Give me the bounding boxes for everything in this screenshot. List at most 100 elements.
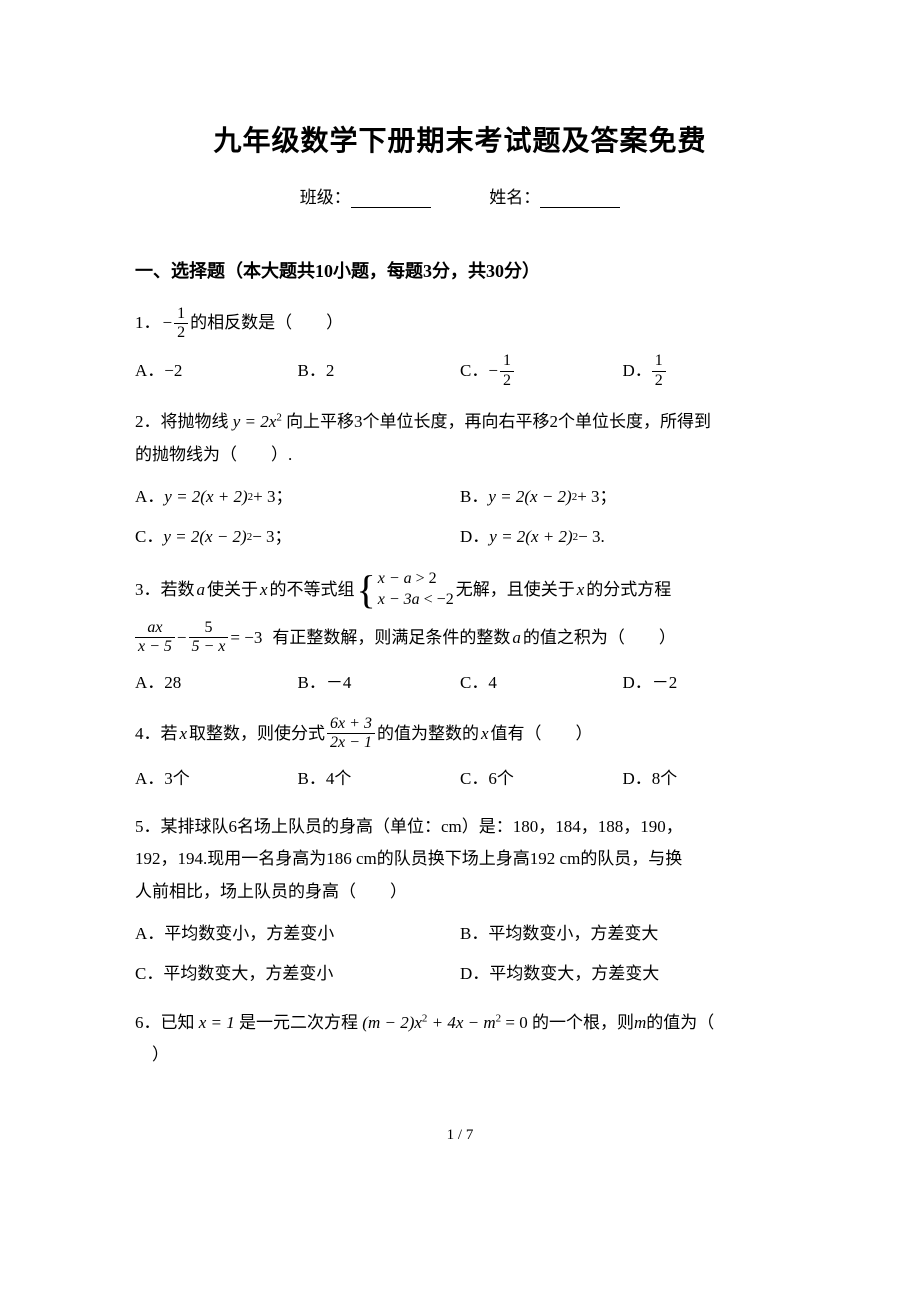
q1-C-label: C． xyxy=(460,355,488,387)
q5-d: .现用一名身高为 xyxy=(203,849,326,868)
section-1-heading: 一、选择题（本大题共10小题，每题3分，共30分） xyxy=(135,254,785,288)
q4-d: 值有（ ） xyxy=(491,718,593,750)
brace-icon: { xyxy=(357,570,376,610)
q3-e: 的分式方程 xyxy=(586,574,671,606)
q4-C: C．6个 xyxy=(460,763,623,795)
q2-line2: 的抛物线为（ ）. xyxy=(135,439,785,471)
q6-m: m xyxy=(634,1013,646,1032)
q5-six: 6 xyxy=(229,817,238,836)
q3-g: 的值之积为（ ） xyxy=(523,622,676,654)
q3-b1l: x − a xyxy=(378,570,412,587)
q2-b: 向上平移3个单位长度，再向右平移2个单位长度，所得到 xyxy=(286,412,711,431)
q5-v5: 192 xyxy=(135,849,161,868)
q1-C-neg: − xyxy=(488,355,498,387)
q5-b: 名场上队员的身高（单位： xyxy=(237,817,441,836)
q3-b2o: < −2 xyxy=(420,591,454,608)
q5-c: ）是： xyxy=(462,817,513,836)
q5-g: 人前相比，场上队员的身高（ ） xyxy=(135,876,785,908)
q1-num: 1 xyxy=(174,305,188,324)
q5-options-row1: A．平均数变小，方差变小 B．平均数变小，方差变大 xyxy=(135,918,785,950)
q5-c5: ， xyxy=(161,849,178,868)
q1-text: 的相反数是（ ） xyxy=(190,307,343,339)
q6-e2a: (m − 2)x xyxy=(362,1013,422,1032)
q3-A: A．28 xyxy=(135,667,298,699)
q3-d: 无解，且使关于 xyxy=(456,574,575,606)
question-5: 5．某排球队6名场上队员的身高（单位：cm）是：180，184，188，190，… xyxy=(135,811,785,908)
q2-B-label: B． xyxy=(460,481,488,513)
q4-A: A．3个 xyxy=(135,763,298,795)
q3-options: A．28 B．－4 C．4 D．－2 xyxy=(135,667,785,699)
q3-b1o: > 2 xyxy=(412,570,437,587)
q5-v4: 190 xyxy=(640,817,666,836)
q5-c2: ， xyxy=(581,817,598,836)
q6-a: 6．已知 xyxy=(135,1013,195,1032)
page-title: 九年级数学下册期末考试题及答案免费 xyxy=(135,115,785,168)
q2-D-tail: − 3 xyxy=(578,521,600,553)
q3-eq: = −3 xyxy=(230,622,262,654)
question-1: 1． − 1 2 的相反数是（ ） xyxy=(135,305,785,343)
q5-f: 的队员，与换 xyxy=(580,849,682,868)
q5-h1: 186 cm xyxy=(326,849,377,868)
q1-prefix: 1． xyxy=(135,307,161,339)
q3-f1d: x − 5 xyxy=(135,638,175,656)
q3-f1n: ax xyxy=(135,619,175,638)
q2-sq: 2 xyxy=(276,412,282,424)
q5-v3: 188 xyxy=(598,817,624,836)
q3-xvar: x xyxy=(260,574,268,606)
q5-B: B．平均数变小，方差变大 xyxy=(460,918,785,950)
q3-avar: a xyxy=(197,574,206,606)
page-number: 1 / 7 xyxy=(135,1121,785,1150)
q5-c3: ， xyxy=(623,817,640,836)
q3-B: B．－4 xyxy=(298,667,461,699)
q1-neg: − xyxy=(163,307,173,339)
q2-B-semi: ； xyxy=(600,481,617,513)
q5-A: A．平均数变小，方差变小 xyxy=(135,918,460,950)
q3-c: 的不等式组 xyxy=(270,574,355,606)
q5-cm: cm xyxy=(441,817,462,836)
q2-A-label: A． xyxy=(135,481,164,513)
name-blank xyxy=(540,190,620,208)
q2-B-expr: y = 2(x − 2) xyxy=(488,481,571,513)
q4-x2: x xyxy=(481,718,489,750)
q1-D-den: 2 xyxy=(652,372,666,390)
q6-b: 是一元二次方程 xyxy=(239,1013,358,1032)
question-6: 6．已知 x = 1 是一元二次方程 (m − 2)x2 + 4x − m2 =… xyxy=(135,1007,785,1072)
q2-a: 2．将抛物线 xyxy=(135,412,229,431)
q5-c4: ， xyxy=(666,817,683,836)
subtitle: 班级： 姓名： xyxy=(135,182,785,214)
q2-expr: y = 2x xyxy=(233,412,277,431)
q3-a: 3．若数 xyxy=(135,574,195,606)
q3-f2d: 5 − x xyxy=(189,638,229,656)
q6-c: 的一个根，则 xyxy=(532,1013,634,1032)
q4-options: A．3个 B．4个 C．6个 D．8个 xyxy=(135,763,785,795)
q3-b: 使关于 xyxy=(207,574,258,606)
q2-C-semi: ； xyxy=(275,521,292,553)
q2-C-tail: − 3 xyxy=(252,521,274,553)
question-3: 3．若数a使关于x的不等式组 { x − a > 2 x − 3a < −2 无… xyxy=(135,569,785,656)
q5-e: 的队员换下场上身高 xyxy=(377,849,530,868)
q6-e1: x = 1 xyxy=(199,1013,235,1032)
q4-a: 4．若 xyxy=(135,718,178,750)
q4-num: 6x + 3 xyxy=(327,715,375,734)
q1-B: B．2 xyxy=(298,355,335,387)
q5-h2: 192 cm xyxy=(530,849,581,868)
q1-A-val: −2 xyxy=(164,355,182,387)
q4-B: B．4个 xyxy=(298,763,461,795)
q6-e: ） xyxy=(135,1039,785,1071)
class-label: 班级： xyxy=(300,188,351,207)
q3-b2l: x − 3a xyxy=(378,591,420,608)
q1-D-num: 1 xyxy=(652,352,666,371)
q2-A-expr: y = 2(x + 2) xyxy=(164,481,247,513)
q5-options-row2: C．平均数变大，方差变小 D．平均数变大，方差变大 xyxy=(135,958,785,990)
q2-D-expr: y = 2(x + 2) xyxy=(489,521,572,553)
q5-a: 5．某排球队 xyxy=(135,817,229,836)
q5-C: C．平均数变大，方差变小 xyxy=(135,958,460,990)
q1-C-num: 1 xyxy=(500,352,514,371)
q2-A-semi: ； xyxy=(275,481,292,513)
q5-c1: ， xyxy=(538,817,555,836)
q5-v2: 184 xyxy=(555,817,581,836)
q4-x: x xyxy=(180,718,188,750)
q2-D-dot: . xyxy=(600,521,604,553)
q6-e2b: + 4x − m xyxy=(427,1013,495,1032)
q1-den: 2 xyxy=(174,324,188,342)
